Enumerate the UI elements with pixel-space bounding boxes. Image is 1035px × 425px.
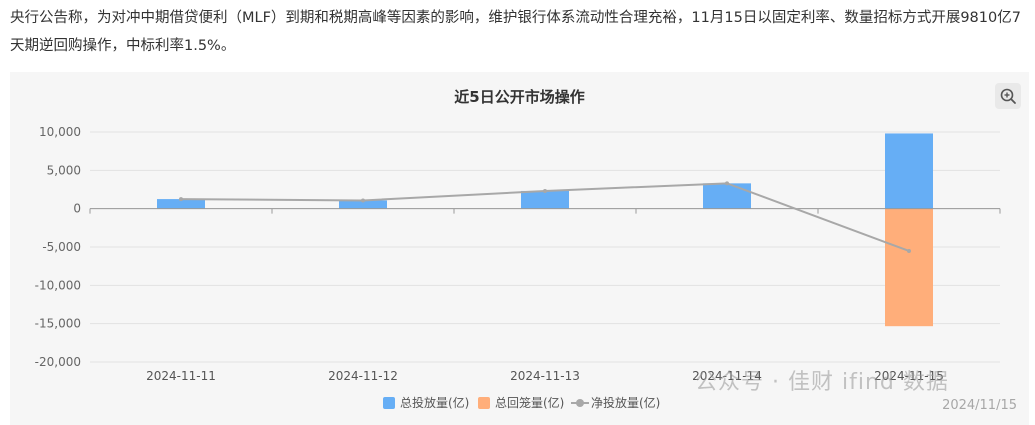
y-tick-label: 10,000: [39, 125, 81, 139]
x-tick-label: 2024-11-15: [874, 369, 944, 383]
bar-inject-2024-11-13: [521, 190, 569, 209]
net-point-2024-11-15: [907, 248, 911, 253]
net-point-2024-11-12: [361, 198, 365, 203]
legend-dot-2: [576, 399, 584, 407]
legend-swatch-1: [478, 397, 490, 409]
bar-inject-2024-11-14: [703, 183, 751, 209]
watermark: 公众号 · 佳财 ifind 数据: [695, 370, 949, 395]
legend-label: 净投放量(亿): [591, 395, 660, 410]
x-tick-label: 2024-11-13: [510, 369, 580, 383]
y-tick-label: -20,000: [35, 355, 81, 369]
y-tick-label: -10,000: [35, 278, 81, 292]
x-tick-label: 2024-11-12: [328, 369, 398, 383]
zoom-button[interactable]: [995, 83, 1021, 109]
watermark-date: 2024/11/15: [942, 398, 1017, 413]
x-tick-label: 2024-11-11: [146, 369, 216, 383]
bar-inject-2024-11-11: [157, 199, 205, 209]
x-tick-label: 2024-11-14: [692, 369, 762, 383]
legend-swatch-0: [383, 397, 395, 409]
bar-inject-2024-11-12: [339, 200, 387, 209]
y-tick-label: -15,000: [35, 317, 81, 331]
y-tick-label: 0: [73, 202, 81, 216]
legend-label: 总回笼量(亿): [495, 395, 564, 410]
bar-inject-2024-11-15: [885, 133, 933, 209]
y-tick-label: 5,000: [47, 163, 81, 177]
chart-panel: 近5日公开市场操作: [10, 72, 1029, 425]
net-point-2024-11-11: [179, 197, 183, 202]
net-point-2024-11-13: [543, 188, 547, 193]
bar-withdraw-2024-11-15: [885, 208, 933, 327]
chart-title: 近5日公开市场操作: [454, 88, 585, 106]
net-point-2024-11-14: [725, 181, 729, 186]
y-tick-label: -5,000: [42, 240, 81, 254]
intro-paragraph: 央行公告称，为对冲中期借贷便利（MLF）到期和税期高峰等因素的影响，维护银行体系…: [10, 10, 1021, 54]
legend-label: 总投放量(亿): [400, 395, 469, 410]
zoom-in-icon: [1000, 88, 1016, 104]
